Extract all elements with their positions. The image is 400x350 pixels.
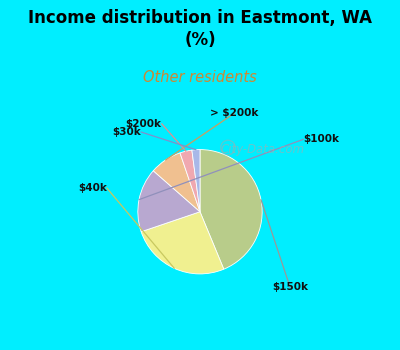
Wedge shape <box>200 149 262 269</box>
Text: City-Data.com: City-Data.com <box>220 143 304 156</box>
Wedge shape <box>192 149 200 212</box>
Wedge shape <box>153 153 200 212</box>
Text: Income distribution in Eastmont, WA
(%): Income distribution in Eastmont, WA (%) <box>28 9 372 49</box>
Wedge shape <box>141 212 224 274</box>
Text: $150k: $150k <box>272 282 308 292</box>
Text: $100k: $100k <box>304 134 340 144</box>
Text: $40k: $40k <box>78 183 107 193</box>
Text: Other residents: Other residents <box>143 70 257 85</box>
Text: > $200k: > $200k <box>210 108 258 118</box>
Text: $200k: $200k <box>126 119 162 129</box>
Wedge shape <box>138 171 200 232</box>
Text: $30k: $30k <box>112 127 141 137</box>
Wedge shape <box>180 150 200 212</box>
